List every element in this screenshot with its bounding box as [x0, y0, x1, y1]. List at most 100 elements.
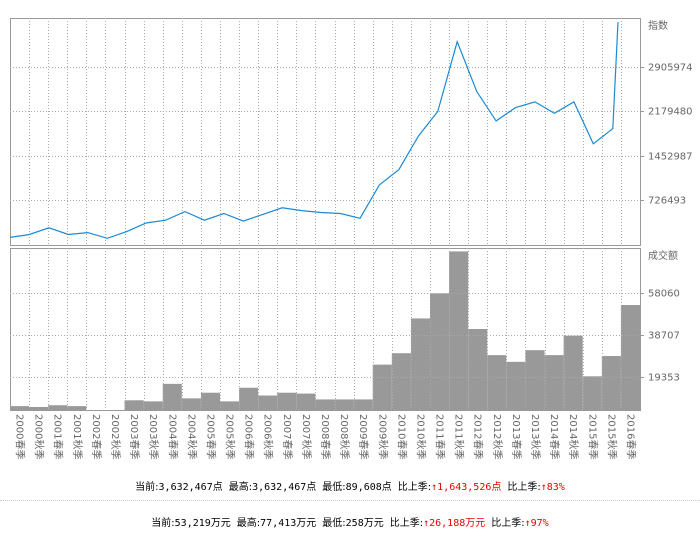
x-tick-label: 2009秋季	[376, 414, 389, 459]
bar	[620, 305, 640, 411]
bar	[601, 356, 621, 411]
summary-label: 比上季:	[507, 482, 541, 493]
x-tick-label: 2005秋季	[224, 414, 237, 459]
bar	[525, 350, 545, 411]
x-tick-label: 2014秋季	[567, 414, 580, 459]
x-tick-label: 2010秋季	[414, 414, 427, 459]
bar	[220, 401, 240, 411]
x-tick-label: 2006秋季	[262, 414, 275, 459]
y-tick-label: 2179480	[648, 107, 693, 118]
summary-label: 比上季:	[491, 518, 525, 529]
bar	[582, 376, 602, 411]
x-tick-label: 2001春季	[52, 414, 64, 459]
x-tick-label: 2003春季	[128, 414, 140, 459]
bar	[353, 399, 373, 411]
bar	[29, 406, 49, 411]
summary-value: 77,413万元	[260, 518, 317, 529]
bar	[86, 410, 106, 411]
bar	[277, 392, 297, 411]
x-tick-label: 2002秋季	[109, 414, 122, 459]
summary-line: 当前:53,219万元 最高:77,413万元 最低:258万元 比上季:↑26,18…	[0, 514, 700, 529]
summary-value: 258万元	[345, 518, 384, 529]
x-tick-label: 2000秋季	[33, 414, 46, 459]
summary-label: 最高:	[236, 518, 261, 529]
bar	[372, 364, 392, 411]
chart: 指数 726493 1452987 2179480 2905974 成交额 19353 387…	[9, 18, 693, 459]
summary-value: ↑83%	[540, 482, 565, 493]
separator	[0, 500, 700, 501]
y-tick-label: 19353	[648, 373, 680, 384]
bar	[391, 353, 411, 411]
bar	[334, 399, 354, 411]
x-tick-label: 2003秋季	[147, 414, 160, 459]
bar	[449, 251, 469, 411]
bar	[200, 392, 220, 411]
x-tick-label: 2009春季	[357, 414, 369, 459]
x-tick-label: 2014春季	[548, 414, 560, 459]
bar	[487, 355, 507, 411]
y-tick-label: 2905974	[648, 63, 693, 74]
y-tick-label: 58060	[648, 289, 680, 300]
x-tick-label: 2011秋季	[453, 414, 466, 459]
x-tick-label: 2010春季	[395, 414, 407, 459]
x-tick-label: 2001秋季	[71, 414, 84, 459]
x-tick-label: 2013秋季	[529, 414, 542, 459]
x-tick-label: 2000春季	[14, 414, 26, 459]
axis-title: 成交额	[648, 249, 678, 262]
x-tick-label: 2016春季	[624, 414, 636, 459]
x-tick-label: 2004秋季	[185, 414, 198, 459]
bar	[506, 361, 526, 411]
axis-title: 指数	[648, 19, 668, 32]
summary-label: 当前:	[135, 482, 159, 493]
x-tick-label: 2015秋季	[605, 414, 618, 459]
x-tick-label: 2008秋季	[338, 414, 351, 459]
summary-value: ↑26,188万元	[423, 518, 486, 529]
summary-value: ↑1,643,526点	[431, 482, 502, 493]
x-tick-label: 2002春季	[90, 414, 102, 459]
bar	[48, 405, 68, 411]
bar	[105, 410, 125, 411]
bar	[239, 387, 259, 411]
bar	[181, 398, 201, 411]
summary-value: ↑97%	[524, 518, 549, 529]
x-tick-label: 2012春季	[472, 414, 484, 459]
x-tick-label: 2015春季	[586, 414, 598, 459]
bar	[162, 383, 182, 411]
bar	[410, 318, 430, 411]
x-tick-label: 2004春季	[166, 414, 178, 459]
bar	[10, 406, 30, 411]
summary-value: 53,219万元	[174, 518, 231, 529]
summary-label: 比上季:	[397, 482, 432, 493]
bar	[296, 393, 316, 411]
bar	[124, 400, 144, 411]
bar	[67, 406, 87, 411]
x-tick-label: 2012秋季	[491, 414, 504, 459]
bar	[468, 329, 488, 411]
top-frame	[10, 18, 641, 246]
summary-line: 当前:3,632,467点 最高:3,632,467点 最低:89,608点 比上季:…	[0, 478, 700, 493]
y-tick-label: 38707	[648, 331, 680, 342]
summary-value: 89,608点	[345, 482, 392, 493]
bar	[143, 401, 163, 411]
summary-value: 3,632,467点	[252, 482, 317, 493]
bars	[10, 251, 640, 411]
x-tick-label: 2013春季	[510, 414, 522, 459]
index-line	[9, 22, 619, 239]
summary-label: 比上季:	[389, 518, 424, 529]
bar	[544, 355, 564, 411]
y-tick-label: 726493	[648, 196, 686, 207]
bar	[430, 293, 450, 411]
x-tick-label: 2007春季	[281, 414, 293, 459]
x-tick-label: 2005春季	[204, 414, 216, 459]
summary-label: 最低:	[322, 482, 346, 493]
x-tick-label: 2008春季	[319, 414, 331, 459]
summary-label: 最高:	[228, 482, 253, 493]
summary-label: 最低:	[322, 518, 346, 529]
x-tick-label: 2006春季	[243, 414, 255, 459]
bar	[563, 335, 583, 411]
summary-label: 当前:	[151, 518, 175, 529]
x-tick-label: 2007秋季	[300, 414, 313, 459]
x-tick-label: 2011春季	[434, 414, 446, 459]
summary-value: 3,632,467点	[158, 482, 223, 493]
